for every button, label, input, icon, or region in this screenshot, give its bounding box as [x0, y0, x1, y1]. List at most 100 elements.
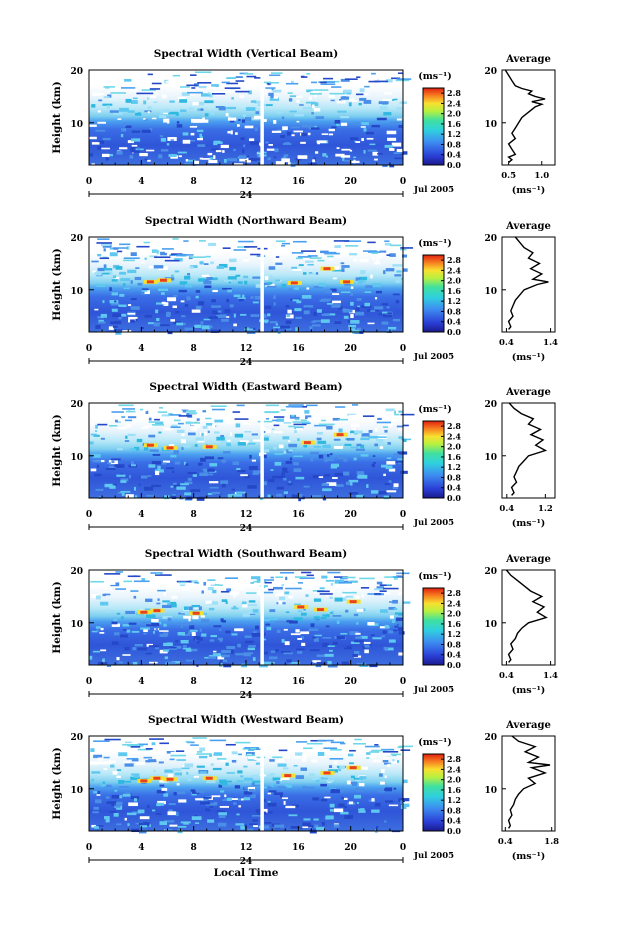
- heatmap-cell: [91, 771, 101, 774]
- heatmap-cell: [235, 132, 238, 135]
- heatmap-cell: [172, 305, 178, 309]
- heatmap-cell: [336, 620, 340, 624]
- heatmap-cell: [369, 143, 376, 146]
- heatmap-cell: [160, 111, 164, 115]
- heatmap-cell: [388, 480, 392, 483]
- heatmap-cell: [382, 164, 388, 168]
- heatmap-cell: [240, 474, 248, 477]
- heatmap-cell: [314, 93, 317, 98]
- heatmap-cell: [175, 640, 179, 643]
- heatmap-cell: [277, 763, 287, 767]
- heatmap-cell: [379, 590, 387, 592]
- heatmap-cell: [217, 822, 227, 827]
- heatmap-cell: [372, 243, 380, 246]
- heatmap-cell: [183, 606, 189, 610]
- heatmap-cell: [130, 306, 140, 310]
- heatmap-cell: [158, 761, 164, 764]
- heatmap-cell: [139, 408, 144, 411]
- average-x-tick-label: 0.4: [499, 671, 514, 681]
- heatmap-cell: [334, 244, 341, 249]
- heatmap-cell: [251, 459, 257, 462]
- heatmap-cell: [244, 160, 251, 163]
- heatmap-cell: [300, 631, 310, 635]
- heatmap-cell: [288, 814, 298, 817]
- heatmap-cell: [95, 324, 101, 329]
- heatmap-cell: [163, 793, 169, 797]
- heatmap-cell: [340, 116, 350, 119]
- heatmap-cell: [291, 494, 299, 498]
- colorbar-tick-label: 0.4: [447, 816, 461, 826]
- y-tick-label: 10: [70, 453, 83, 463]
- heatmap-cell: [202, 468, 208, 471]
- heatmap-cell: [189, 82, 193, 86]
- heatmap-cell: [191, 791, 200, 794]
- heatmap-cell: [178, 410, 183, 413]
- heatmap-cell: [363, 99, 372, 104]
- heatmap-cell: [221, 459, 226, 463]
- heatmap-cell: [190, 577, 201, 581]
- heatmap-cell: [285, 460, 292, 464]
- heatmap-cell: [102, 244, 112, 248]
- heatmap-cell: [315, 778, 320, 782]
- heatmap-cell: [271, 130, 282, 133]
- heatmap-cell: [363, 291, 372, 294]
- average-y-tick-label: 20: [484, 733, 497, 743]
- heatmap-cell: [374, 80, 389, 83]
- heatmap-cell: [400, 800, 404, 804]
- heatmap-cell: [211, 84, 219, 87]
- heatmap-cell: [218, 250, 223, 253]
- heatmap-cell: [353, 156, 357, 159]
- heatmap-cell: [131, 144, 138, 147]
- heatmap-cell: [366, 484, 369, 488]
- heatmap-cell: [115, 588, 126, 590]
- heatmap-cell: [280, 651, 291, 653]
- heatmap-cell: [249, 584, 254, 587]
- heatmap-cell: [343, 459, 348, 462]
- heatmap-cell: [110, 92, 127, 94]
- heatmap-cell: [385, 800, 394, 803]
- heatmap-cell: [273, 792, 284, 796]
- heatmap-cell: [375, 439, 384, 442]
- heatmap-cell: [291, 414, 295, 417]
- average-title: Average: [505, 54, 551, 65]
- heatmap-cell: [231, 798, 238, 800]
- heatmap-cell: [326, 779, 334, 783]
- heatmap-cell: [318, 476, 324, 478]
- heatmap-hotspot: [303, 441, 311, 445]
- heatmap-cell: [151, 809, 156, 812]
- panel-4: Spectral Width (Southward Beam)2010Heigh…: [51, 548, 558, 701]
- heatmap-cell: [384, 820, 387, 823]
- heatmap-hotspot: [349, 766, 357, 770]
- heatmap-cell: [121, 416, 126, 418]
- heatmap-cell: [140, 825, 148, 828]
- heatmap-cell: [91, 778, 95, 782]
- heatmap-cell: [147, 475, 152, 477]
- heatmap-cell: [355, 277, 361, 281]
- heatmap-cell: [283, 800, 286, 805]
- heatmap-cell: [266, 746, 269, 751]
- heatmap-cell: [193, 118, 203, 123]
- heatmap-cell: [320, 783, 327, 787]
- heatmap-cell: [252, 470, 262, 474]
- heatmap-cell: [130, 147, 136, 151]
- heatmap-cell: [332, 77, 338, 80]
- heatmap-cell: [353, 742, 366, 745]
- heatmap-cell: [235, 653, 245, 656]
- y-tick-label: 20: [70, 733, 83, 743]
- heatmap-cell: [162, 94, 167, 99]
- heatmap-cell: [142, 822, 148, 826]
- heatmap-cell: [252, 819, 258, 822]
- heatmap-cell: [172, 470, 175, 473]
- heatmap-cell: [96, 794, 101, 796]
- heatmap-cell: [95, 626, 101, 629]
- heatmap-cell: [162, 746, 169, 751]
- heatmap-cell: [136, 245, 150, 248]
- heatmap-cell: [311, 127, 320, 130]
- heatmap-cell: [208, 601, 219, 605]
- heatmap-cell: [378, 252, 384, 256]
- heatmap-cell: [126, 812, 137, 816]
- heatmap-cell: [199, 261, 204, 265]
- heatmap-cell: [327, 660, 332, 665]
- heatmap-cell: [313, 591, 319, 594]
- heatmap-cell: [139, 816, 150, 820]
